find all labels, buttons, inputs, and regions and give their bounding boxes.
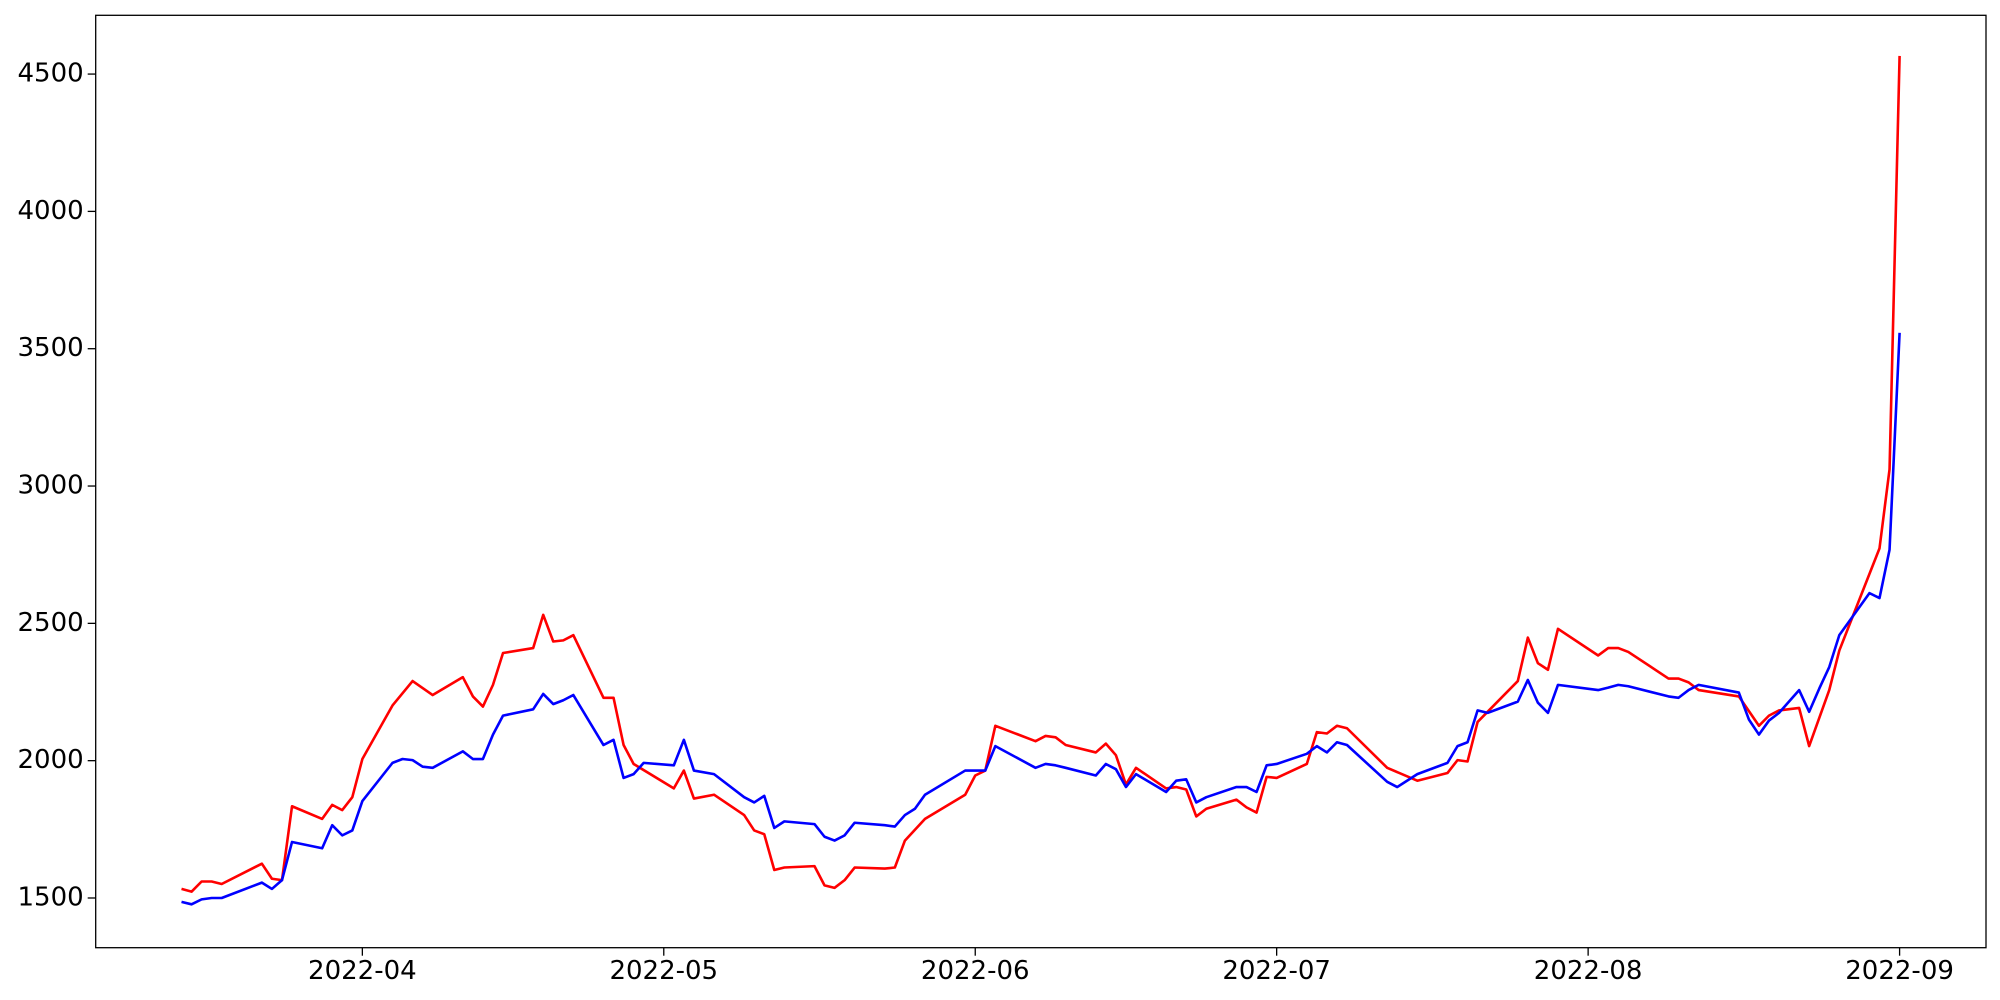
- x-tick-label: 2022-04: [308, 956, 417, 986]
- plot-frame: [95, 14, 1987, 949]
- y-tick-label: 2500: [18, 608, 84, 638]
- y-tick-label: 2000: [18, 745, 84, 775]
- x-tick-label: 2022-05: [609, 956, 718, 986]
- x-tick-label: 2022-06: [921, 956, 1030, 986]
- line-series: [181, 55, 1901, 893]
- y-tick-label: 4000: [18, 196, 84, 226]
- x-tick-label: 2022-08: [1534, 956, 1643, 986]
- y-tick-label: 1500: [18, 882, 84, 912]
- y-tick-label: 3000: [18, 471, 84, 501]
- line-series: [181, 332, 1901, 906]
- y-tick-label: 3500: [18, 333, 84, 363]
- x-tick-label: 2022-07: [1222, 956, 1331, 986]
- x-tick-label: 2022-09: [1845, 956, 1954, 986]
- y-tick-label: 4500: [18, 59, 84, 89]
